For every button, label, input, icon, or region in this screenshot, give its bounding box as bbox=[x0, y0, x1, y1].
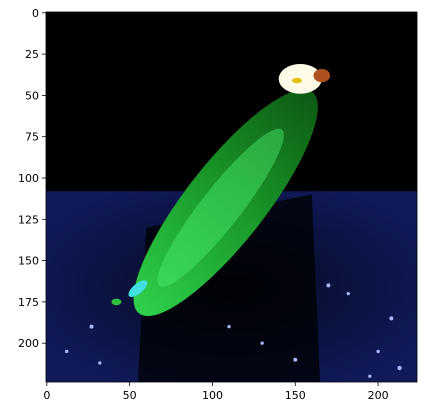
body bbox=[133, 89, 318, 317]
x-tick-label: 0 bbox=[43, 389, 50, 402]
body-highlight bbox=[157, 128, 284, 287]
y-tick-label: 100 bbox=[18, 172, 39, 185]
x-tick-label: 100 bbox=[202, 389, 223, 402]
head-patch bbox=[313, 68, 331, 83]
noise bbox=[65, 283, 402, 378]
y-tick-label: 150 bbox=[18, 255, 39, 268]
image bbox=[46, 12, 417, 382]
x-tick-label: 50 bbox=[123, 389, 137, 402]
axes-frame bbox=[45, 11, 418, 383]
y-tick-label: 50 bbox=[25, 89, 39, 102]
x-tick-label: 150 bbox=[285, 389, 306, 402]
y-tick-label: 200 bbox=[18, 337, 39, 350]
y-tick-label: 0 bbox=[32, 7, 39, 20]
x-tick-label: 200 bbox=[368, 389, 389, 402]
y-tick-label: 175 bbox=[18, 296, 39, 309]
y-tick-label: 125 bbox=[18, 213, 39, 226]
y-tick-label: 25 bbox=[25, 48, 39, 61]
tail-end bbox=[111, 298, 122, 306]
y-tick-label: 75 bbox=[25, 131, 39, 144]
beak bbox=[291, 77, 302, 84]
tail-tip bbox=[128, 280, 148, 298]
